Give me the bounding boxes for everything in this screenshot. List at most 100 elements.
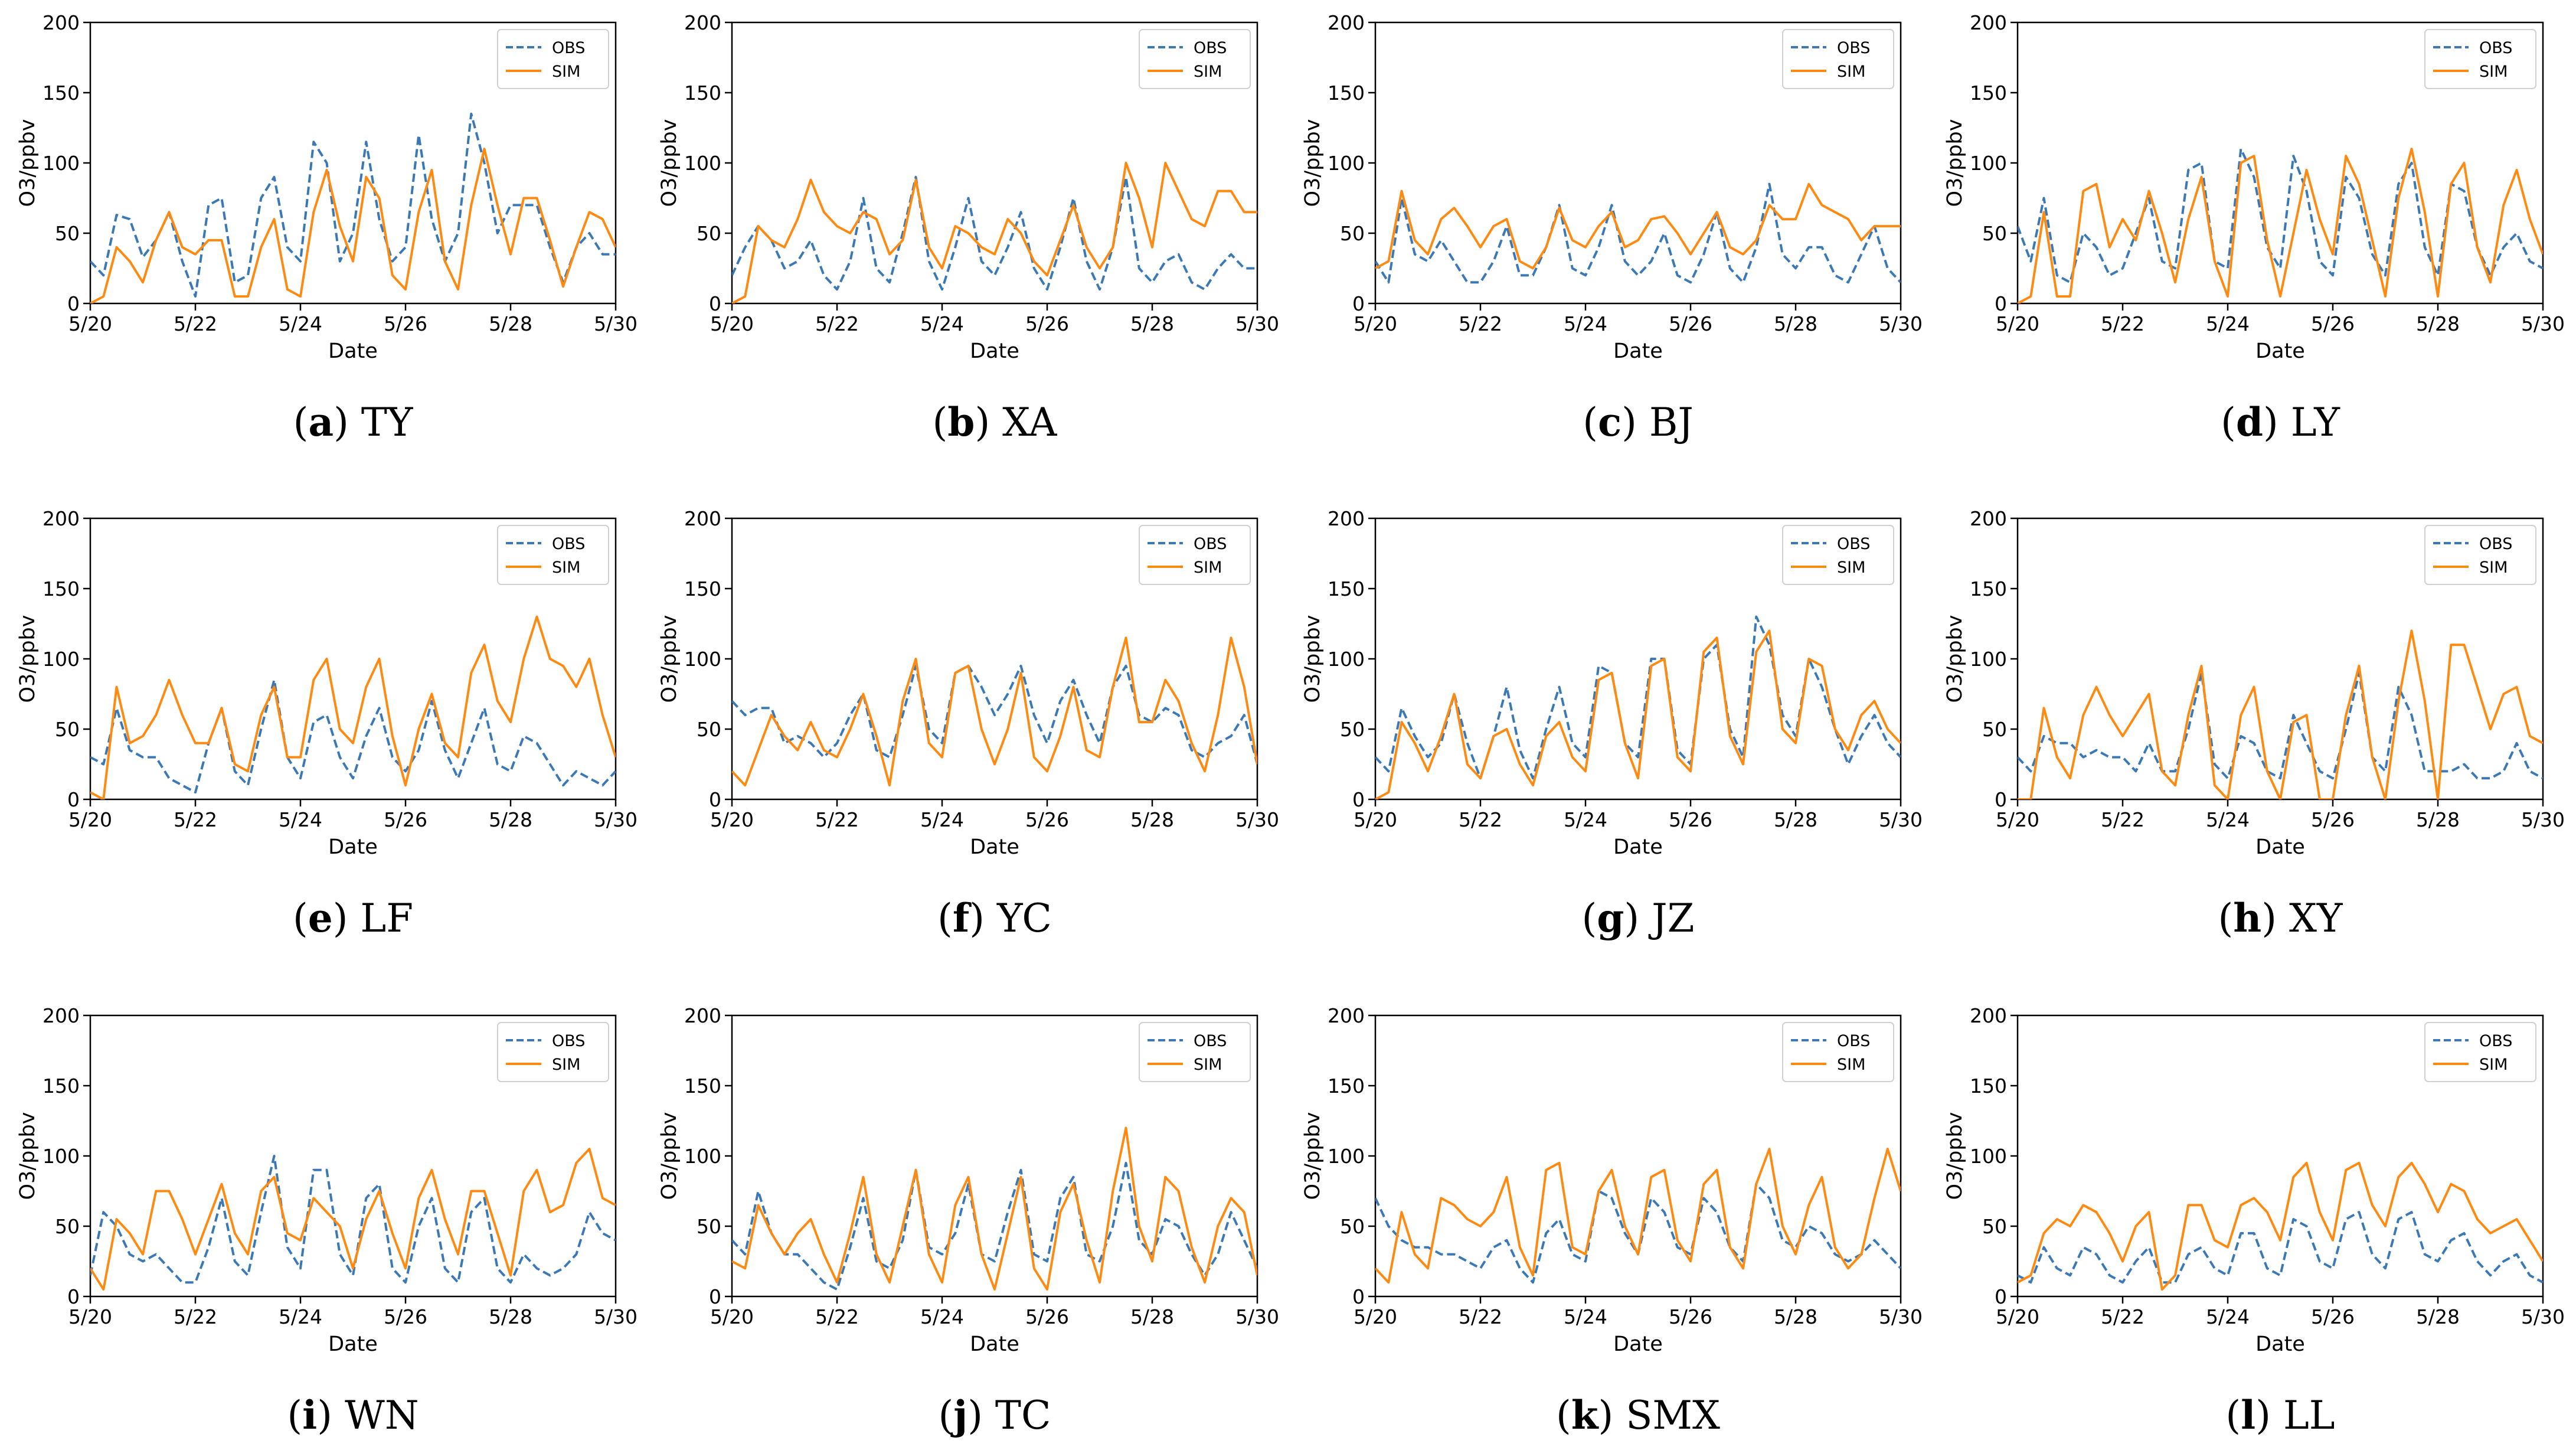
y-tick-label: 200 <box>1328 11 1365 34</box>
x-tick-label: 5/30 <box>2521 1305 2565 1328</box>
y-tick-label: 50 <box>55 718 80 741</box>
y-tick-label: 100 <box>1328 648 1365 671</box>
x-axis-label: Date <box>1613 835 1663 859</box>
legend-label-obs: OBS <box>1837 1032 1870 1050</box>
legend-label-sim: SIM <box>2479 558 2508 577</box>
y-tick-label: 0 <box>1352 788 1365 811</box>
x-tick-label: 5/20 <box>710 808 754 831</box>
y-tick-label: 200 <box>684 11 721 34</box>
legend-box <box>2424 29 2536 89</box>
legend-label-sim: SIM <box>1837 558 1865 577</box>
legend-label-obs: OBS <box>2479 535 2512 553</box>
x-tick-label: 5/24 <box>279 808 322 831</box>
series-line-obs <box>732 1161 1257 1291</box>
series-line-sim <box>90 148 616 303</box>
y-tick-label: 50 <box>1982 222 2007 245</box>
x-tick-label: 5/26 <box>2311 312 2355 335</box>
y-axis-label: O3/ppbv <box>1943 615 1967 703</box>
panel-caption: (d) LY <box>2221 399 2340 445</box>
series-line-sim <box>2018 148 2543 303</box>
x-tick-label: 5/24 <box>1564 312 1607 335</box>
x-tick-label: 5/22 <box>1459 312 1502 335</box>
x-tick-label: 5/30 <box>1235 808 1279 831</box>
y-tick-label: 50 <box>1982 1215 2007 1238</box>
panel-caption: (i) WN <box>287 1392 419 1438</box>
x-tick-label: 5/20 <box>1996 1305 2039 1328</box>
y-axis-label: O3/ppbv <box>16 615 40 703</box>
series-line-sim <box>1375 629 1901 799</box>
x-tick-label: 5/26 <box>2311 808 2355 831</box>
y-axis-label: O3/ppbv <box>658 119 681 207</box>
panel-caption: (k) SMX <box>1556 1392 1720 1438</box>
x-tick-label: 5/24 <box>920 1305 964 1328</box>
chart-panel-c: 0 50 100 150 200 5/20 5/22 5/24 5/26 5/28 5/30 Date… <box>1301 11 1923 445</box>
series-line-sim <box>1375 182 1901 270</box>
x-tick-label: 5/26 <box>1669 1305 1712 1328</box>
x-axis-label: Date <box>1613 1332 1663 1356</box>
chart-panel-f: 0 50 100 150 200 5/20 5/22 5/24 5/26 5/28 5/30 Date… <box>658 507 1279 941</box>
x-tick-label: 5/30 <box>594 808 638 831</box>
x-tick-label: 5/26 <box>2311 1305 2355 1328</box>
x-tick-label: 5/30 <box>1235 1305 1279 1328</box>
y-tick-label: 50 <box>1340 718 1365 741</box>
series-line-obs <box>2018 1211 2543 1284</box>
chart-panel-g: 0 50 100 150 200 5/20 5/22 5/24 5/26 5/28 5/30 Date… <box>1301 507 1923 941</box>
panel-caption: (b) XA <box>933 399 1058 445</box>
y-tick-label: 50 <box>55 222 80 245</box>
x-tick-label: 5/22 <box>174 808 217 831</box>
y-tick-label: 100 <box>43 648 80 671</box>
series-line-obs <box>1375 182 1901 284</box>
legend-box <box>1139 1022 1251 1082</box>
series-line-sim <box>732 162 1257 303</box>
x-tick-label: 5/26 <box>1025 1305 1069 1328</box>
series-line-obs <box>732 664 1257 765</box>
panel-caption: (h) XY <box>2218 895 2343 941</box>
y-tick-label: 150 <box>43 1074 80 1098</box>
y-axis-label: O3/ppbv <box>1943 1112 1967 1200</box>
legend-box <box>1139 525 1251 585</box>
legend-label-obs: OBS <box>552 39 585 57</box>
series-line-obs <box>732 175 1257 291</box>
x-tick-label: 5/20 <box>710 1305 754 1328</box>
legend-label-obs: OBS <box>1194 39 1227 57</box>
y-tick-label: 100 <box>43 152 80 175</box>
y-tick-label: 200 <box>43 507 80 530</box>
y-tick-label: 200 <box>1970 507 2007 530</box>
series-line-sim <box>732 1126 1257 1291</box>
series-line-sim <box>2018 1161 2543 1291</box>
y-tick-label: 150 <box>1970 81 2007 104</box>
y-axis-label: O3/ppbv <box>658 1112 681 1200</box>
chart-panel-j: 0 50 100 150 200 5/20 5/22 5/24 5/26 5/28 5/30 Date… <box>658 1004 1279 1438</box>
y-tick-label: 0 <box>709 1285 721 1308</box>
x-tick-label: 5/20 <box>1354 1305 1397 1328</box>
legend-label-obs: OBS <box>552 535 585 553</box>
legend-label-obs: OBS <box>1194 535 1227 553</box>
series-line-sim <box>2018 629 2543 799</box>
x-tick-label: 5/30 <box>1235 312 1279 335</box>
legend-label-sim: SIM <box>1194 63 1222 81</box>
series-line-obs <box>2018 671 2543 780</box>
legend-label-sim: SIM <box>552 558 580 577</box>
panel-caption: (c) BJ <box>1583 399 1694 445</box>
x-tick-label: 5/22 <box>815 312 859 335</box>
x-axis-label: Date <box>2255 1332 2305 1356</box>
x-tick-label: 5/20 <box>68 1305 112 1328</box>
x-tick-label: 5/26 <box>1025 312 1069 335</box>
y-tick-label: 50 <box>697 1215 721 1238</box>
x-tick-label: 5/22 <box>815 1305 859 1328</box>
y-tick-label: 50 <box>1340 222 1365 245</box>
legend-label-sim: SIM <box>2479 1056 2508 1074</box>
y-tick-label: 150 <box>1328 81 1365 104</box>
x-tick-label: 5/30 <box>1879 1305 1923 1328</box>
x-axis-label: Date <box>2255 339 2305 363</box>
panel-caption: (g) JZ <box>1582 895 1695 941</box>
y-tick-label: 150 <box>1970 1074 2007 1098</box>
y-tick-label: 100 <box>684 1145 721 1168</box>
x-tick-label: 5/20 <box>1354 312 1397 335</box>
legend-box <box>1782 1022 1894 1082</box>
chart-panel-l: 0 50 100 150 200 5/20 5/22 5/24 5/26 5/28 5/30 Date… <box>1943 1004 2565 1438</box>
y-tick-label: 100 <box>1970 1145 2007 1168</box>
legend-box <box>1139 29 1251 89</box>
series-line-obs <box>90 678 616 794</box>
